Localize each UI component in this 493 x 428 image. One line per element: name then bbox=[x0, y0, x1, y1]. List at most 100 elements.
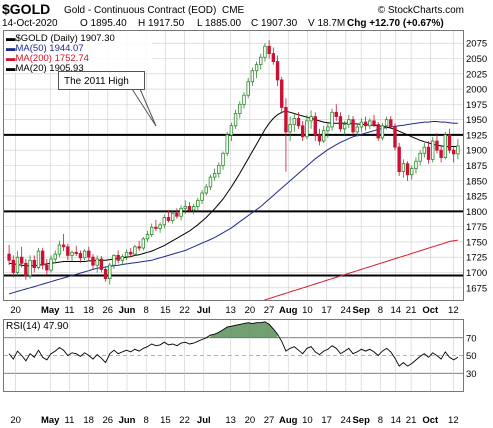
candle bbox=[116, 250, 120, 264]
rsi-label: RSI(14) 47.90 bbox=[6, 321, 69, 332]
price-tick-label: 1725 bbox=[466, 253, 487, 264]
date-tick-label: 10 bbox=[302, 305, 313, 316]
candle bbox=[418, 150, 422, 166]
price-tick-label: 2000 bbox=[466, 85, 487, 96]
date-tick-label: 8 bbox=[378, 305, 383, 316]
exchange-label: CME bbox=[222, 5, 245, 16]
price-tick-label: 1825 bbox=[466, 192, 487, 203]
date-tick-label: Oct bbox=[422, 415, 439, 426]
low-label: L 1885.00 bbox=[197, 18, 242, 29]
candle bbox=[99, 255, 104, 273]
date-tick-label: Jul bbox=[197, 305, 211, 316]
date-tick-label: Aug bbox=[279, 305, 298, 316]
date-tick-label: 20 bbox=[245, 415, 256, 426]
price-tick-label: 2050 bbox=[466, 54, 487, 65]
date-tick-label: 20 bbox=[10, 305, 21, 316]
copyright-label: © StockCharts.com bbox=[378, 5, 464, 16]
candle bbox=[443, 131, 448, 160]
date-tick-label: 12 bbox=[448, 415, 459, 426]
candle bbox=[19, 246, 24, 268]
candle bbox=[221, 151, 225, 170]
date-tick-label: 8 bbox=[144, 415, 149, 426]
candle bbox=[24, 259, 28, 280]
symbol-label: $GOLD bbox=[2, 1, 50, 17]
date-tick-label: 8 bbox=[144, 305, 149, 316]
date-tick-label: 18 bbox=[83, 415, 94, 426]
candle bbox=[267, 40, 271, 59]
candle bbox=[141, 237, 146, 251]
candle bbox=[124, 249, 129, 261]
candle bbox=[397, 142, 401, 176]
legend-box bbox=[4, 31, 152, 73]
candle bbox=[317, 128, 322, 146]
price-tick-label: 1975 bbox=[466, 100, 487, 111]
candle bbox=[321, 125, 326, 143]
price-tick-label: 2075 bbox=[466, 39, 487, 50]
rsi-tick-label: 30 bbox=[466, 369, 477, 380]
candle bbox=[145, 230, 150, 242]
candle bbox=[170, 211, 175, 224]
date-tick-label: May bbox=[41, 415, 60, 426]
price-tick-label: 1925 bbox=[466, 130, 487, 141]
candle bbox=[61, 233, 66, 252]
candle bbox=[259, 53, 263, 70]
rsi-line bbox=[8, 321, 459, 367]
date-tick-label: 24 bbox=[341, 305, 352, 316]
legend-entry: ▬$GOLD (Daily) 1907.30 bbox=[6, 33, 115, 44]
candle bbox=[82, 249, 87, 261]
candle bbox=[233, 109, 238, 129]
candle bbox=[330, 108, 334, 131]
candle bbox=[275, 55, 280, 87]
candle bbox=[179, 205, 183, 221]
date-tick-label: 22 bbox=[179, 305, 190, 316]
candle bbox=[32, 255, 36, 273]
candle bbox=[351, 115, 355, 135]
candle bbox=[426, 141, 431, 164]
candle bbox=[212, 168, 217, 181]
candle bbox=[435, 133, 439, 154]
date-tick-label: 11 bbox=[64, 415, 74, 426]
date-tick-label: Aug bbox=[279, 415, 298, 426]
candle bbox=[359, 118, 364, 132]
candle bbox=[112, 254, 116, 269]
candle bbox=[200, 189, 204, 205]
rsi-tick-label: 50 bbox=[466, 351, 477, 362]
candle bbox=[280, 76, 284, 114]
candle bbox=[301, 120, 305, 142]
date-tick-label: 10 bbox=[302, 415, 313, 426]
candle bbox=[447, 128, 452, 154]
date-tick-label: 17 bbox=[321, 415, 332, 426]
date-tick-label: Sep bbox=[352, 415, 370, 426]
date-tick-label: 13 bbox=[225, 305, 236, 316]
candle bbox=[158, 222, 162, 233]
candle bbox=[53, 250, 57, 264]
candle bbox=[204, 183, 208, 196]
candle bbox=[414, 157, 418, 174]
legend-entry: ▬MA(20) 1905.93 bbox=[6, 63, 84, 74]
candle bbox=[162, 214, 166, 229]
date-tick-label: 27 bbox=[264, 305, 275, 316]
rsi-tick-label: 70 bbox=[466, 333, 477, 344]
date-tick-label: 12 bbox=[448, 305, 459, 316]
candle bbox=[347, 114, 351, 129]
candle bbox=[250, 67, 255, 87]
candle bbox=[150, 223, 154, 238]
price-tick-label: 2025 bbox=[466, 69, 487, 80]
candle bbox=[70, 250, 74, 262]
price-tick-label: 1775 bbox=[466, 222, 487, 233]
candle bbox=[380, 122, 385, 141]
date-tick-label: 26 bbox=[103, 305, 114, 316]
candle bbox=[439, 146, 443, 163]
candle bbox=[384, 116, 389, 130]
candle bbox=[326, 122, 330, 138]
candle bbox=[95, 255, 99, 273]
legend-entry: ▬MA(200) 1752.74 bbox=[6, 53, 89, 64]
candle bbox=[120, 254, 125, 266]
candle bbox=[229, 122, 234, 142]
candle bbox=[208, 174, 213, 190]
candle bbox=[292, 113, 297, 132]
candle bbox=[108, 262, 112, 285]
change-label: Chg +12.70 (+0.67%) bbox=[347, 18, 444, 29]
date-label: 14-Oct-2020 bbox=[2, 18, 58, 29]
